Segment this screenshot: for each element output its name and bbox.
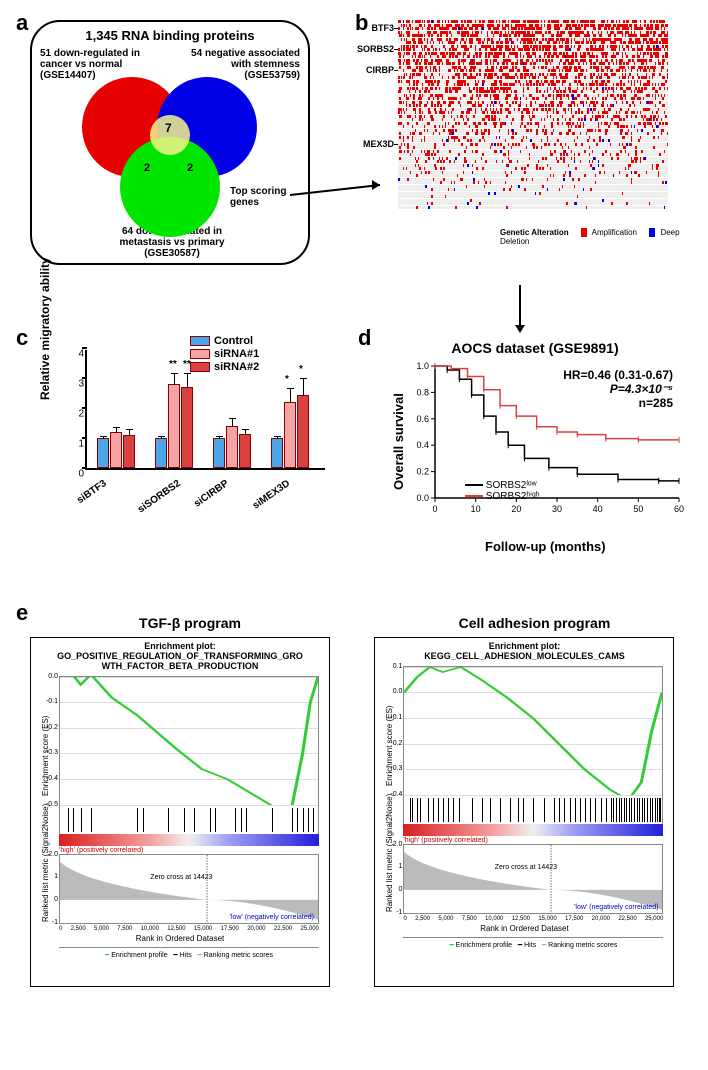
- svg-text:20: 20: [511, 504, 521, 514]
- venn-title: 1,345 RNA binding proteins: [32, 22, 308, 43]
- svg-text:0.6: 0.6: [416, 414, 429, 424]
- gsea-plot-title: Enrichment plot:GO_POSITIVE_REGULATION_O…: [31, 638, 329, 676]
- venn-overlap-7: 7: [165, 122, 172, 135]
- panel-d: AOCS dataset (GSE9891) Overall survival …: [370, 340, 700, 580]
- gsea-x-ticks: 02,5005,0007,50010,00012,50015,00017,500…: [59, 926, 319, 932]
- gsea-x-ticks: 02,5005,0007,50010,00012,50015,00017,500…: [403, 916, 663, 922]
- gsea-hits: [59, 806, 319, 834]
- svg-text:40: 40: [593, 504, 603, 514]
- panel-e: TGF-β program Enrichment plot:GO_POSITIVE…: [30, 615, 700, 1035]
- panel-b: BTF3SORBS2CIRBPMEX3D Genetic Alteration …: [370, 20, 700, 290]
- svg-text:1.0: 1.0: [416, 361, 429, 371]
- rank-plot: 2.010-1Zero cross at 14423'low' (negativ…: [59, 854, 319, 924]
- gene-label-cirbp: CIRBP: [354, 65, 394, 75]
- es-plot: 0.10.0-0.1-0.2-0.3-0.4: [403, 666, 663, 796]
- zero-cross-text: Zero cross at 14423: [495, 864, 557, 871]
- gsea-hits: [403, 796, 663, 824]
- gene-label-mex3d: MEX3D: [354, 139, 394, 149]
- y-axis-label: Relative migratory ability: [38, 257, 52, 400]
- legend-title: Genetic Alteration: [500, 228, 569, 237]
- survival-title: AOCS dataset (GSE9891): [370, 340, 700, 356]
- legend-amp-swatch: [581, 228, 587, 237]
- gsea-right: Cell adhesion program Enrichment plot:KEG…: [374, 615, 694, 995]
- bar-plot-area: 01234siBTF3****siSORBS2siCIRBP**siMEX3D: [85, 350, 325, 470]
- rank-plot: 2.010-1Zero cross at 14423'low' (negativ…: [403, 844, 663, 914]
- survival-legend: SORBS2ˡᵒʷ SORBS2ʰⁱᵍʰ: [465, 480, 540, 502]
- venn-blue-label: 54 negative associatedwith stemness(GSE5…: [180, 48, 300, 81]
- hr-text: HR=0.46 (0.31-0.67): [563, 368, 673, 382]
- svg-text:0.0: 0.0: [416, 493, 429, 503]
- rank-x-title: Rank in Ordered Dataset: [31, 934, 329, 943]
- svg-text:0.2: 0.2: [416, 467, 429, 477]
- gene-label-sorbs2: SORBS2: [354, 44, 394, 54]
- p-text: P=4.3×10⁻⁵: [563, 382, 673, 396]
- gsea-plot-title: Enrichment plot:KEGG_CELL_ADHESION_MOLEC…: [375, 638, 673, 666]
- gsea-legend: ━ Enrichment profile ━ Hits ━ Ranking me…: [59, 947, 319, 959]
- pos-corr-text: 'high' (positively correlated): [59, 847, 319, 854]
- panel-a: 1,345 RNA binding proteins 51 down-regul…: [30, 20, 330, 280]
- survival-plot: Overall survival 01020304050600.00.20.40…: [405, 360, 685, 520]
- gsea-box: Enrichment plot:KEGG_CELL_ADHESION_MOLEC…: [374, 637, 674, 987]
- neg-corr-text: 'low' (negatively correlated): [574, 904, 658, 911]
- legend-low: SORBS2ˡᵒʷ: [486, 480, 537, 491]
- svg-text:0.8: 0.8: [416, 387, 429, 397]
- panel-c: ControlsiRNA#1siRNA#2 Relative migratory…: [30, 340, 350, 570]
- es-plot: 0.0-0.1-0.2-0.3-0.4-0.5: [59, 676, 319, 806]
- n-text: n=285: [563, 396, 673, 410]
- venn-overlap-left: 2: [144, 162, 150, 174]
- zero-cross-text: Zero cross at 14423: [150, 874, 212, 881]
- gsea-title: Cell adhesion program: [374, 615, 694, 631]
- rank-y-label: Ranked list metric (Signal2Noise): [41, 803, 50, 921]
- gsea-title: TGF-β program: [30, 615, 350, 631]
- svg-text:60: 60: [674, 504, 684, 514]
- venn-container: 1,345 RNA binding proteins 51 down-regul…: [30, 20, 310, 265]
- heatmap: BTF3SORBS2CIRBPMEX3D: [398, 20, 698, 220]
- svg-text:0: 0: [432, 504, 437, 514]
- gsea-legend: ━ Enrichment profile ━ Hits ━ Ranking me…: [403, 937, 663, 949]
- survival-x-label: Follow-up (months): [485, 539, 606, 554]
- pos-corr-text: 'high' (positively correlated): [403, 837, 663, 844]
- gene-label-btf3: BTF3: [354, 23, 394, 33]
- svg-text:0.4: 0.4: [416, 440, 429, 450]
- rank-y-label: Ranked list metric (Signal2Noise): [385, 794, 394, 912]
- legend-high: SORBS2ʰⁱᵍʰ: [486, 491, 540, 502]
- survival-stats: HR=0.46 (0.31-0.67) P=4.3×10⁻⁵ n=285: [563, 368, 673, 410]
- legend-del-swatch: [649, 228, 655, 237]
- panel-a-label: a: [16, 10, 28, 36]
- bar-chart: ControlsiRNA#1siRNA#2 Relative migratory…: [60, 340, 340, 520]
- panel-c-label: c: [16, 325, 28, 351]
- gsea-box: Enrichment plot:GO_POSITIVE_REGULATION_O…: [30, 637, 330, 987]
- venn-overlap-right: 2: [187, 162, 193, 174]
- svg-text:30: 30: [552, 504, 562, 514]
- arrow-b-down: [510, 285, 530, 335]
- gsea-left: TGF-β program Enrichment plot:GO_POSITIVE…: [30, 615, 350, 995]
- svg-text:10: 10: [471, 504, 481, 514]
- heatmap-legend: Genetic Alteration Amplification Deep De…: [500, 228, 700, 246]
- legend-amp-text: Amplification: [592, 228, 637, 237]
- svg-text:50: 50: [633, 504, 643, 514]
- gsea-gradient: [59, 834, 319, 846]
- survival-y-label: Overall survival: [391, 393, 406, 490]
- panel-e-label: e: [16, 600, 28, 626]
- gsea-gradient: [403, 824, 663, 836]
- neg-corr-text: 'low' (negatively correlated): [230, 914, 314, 921]
- rank-x-title: Rank in Ordered Dataset: [375, 924, 673, 933]
